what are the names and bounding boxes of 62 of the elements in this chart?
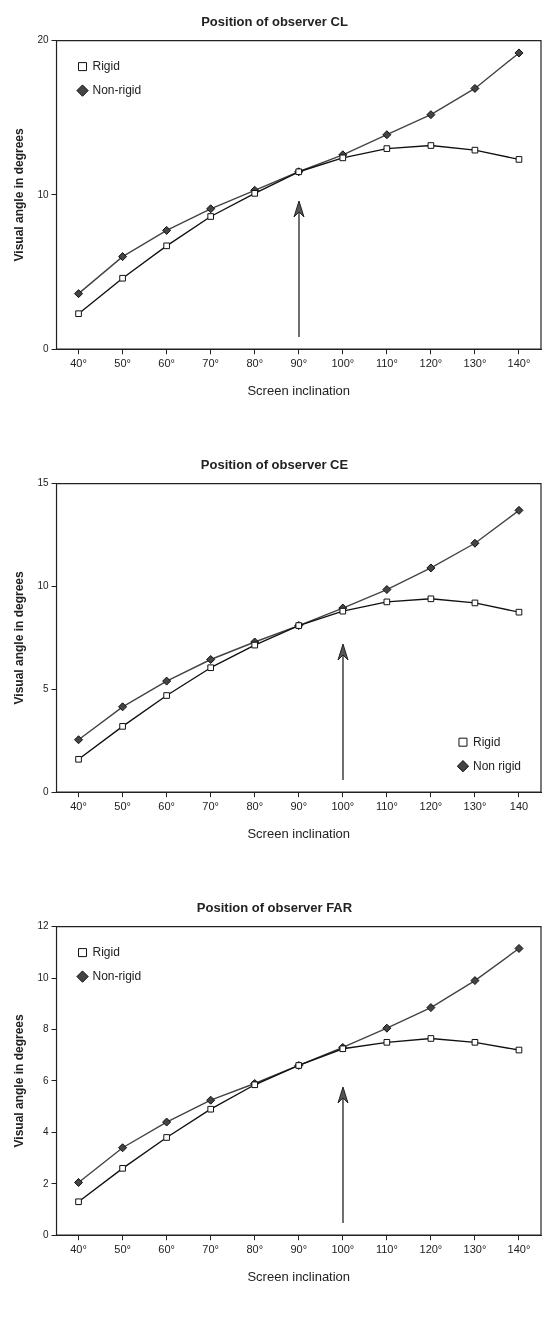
x-tick-label: 50°: [114, 1242, 131, 1255]
x-axis-title: Screen inclination: [247, 382, 351, 398]
x-tick-label: 130°: [463, 356, 487, 369]
x-tick-label: 120°: [419, 1242, 443, 1255]
x-tick-label: 60°: [158, 1242, 175, 1255]
x-tick-label: 130°: [463, 1242, 487, 1255]
x-tick-label: 100°: [331, 356, 355, 369]
y-axis-title: Visual angle in degrees: [11, 127, 26, 262]
chart-title: Position of observer CE: [200, 457, 349, 473]
legend-label: Rigid: [92, 944, 120, 959]
x-tick-label: 60°: [158, 356, 175, 369]
legend-label: Non rigid: [472, 758, 522, 773]
x-tick-label: 100°: [331, 1242, 355, 1255]
x-tick-label: 40°: [70, 356, 87, 369]
x-tick-label: 120°: [419, 799, 443, 812]
chart-title: Position of observer FAR: [196, 900, 353, 916]
x-tick-label: 60°: [158, 799, 175, 812]
y-tick-label: 20: [37, 34, 49, 46]
y-tick-label: 6: [42, 1074, 49, 1086]
legend-label: Non-rigid: [92, 968, 142, 983]
x-tick-label: 80°: [246, 1242, 264, 1255]
legend-label: Rigid: [92, 58, 120, 73]
y-axis-title: Visual angle in degrees: [11, 570, 26, 705]
y-tick-label: 0: [42, 1228, 49, 1240]
x-tick-label: 80°: [246, 356, 264, 369]
legend-label: Non-rigid: [92, 82, 142, 97]
x-tick-label: 90°: [290, 1242, 308, 1255]
x-tick-label: 50°: [114, 356, 131, 369]
x-tick-label: 100°: [331, 799, 355, 812]
y-tick-label: 10: [37, 971, 49, 983]
y-tick-label: 2: [42, 1177, 49, 1189]
x-tick-label: 70°: [202, 799, 219, 812]
x-axis-title: Screen inclination: [247, 825, 351, 841]
x-axis-title: Screen inclination: [247, 1268, 351, 1284]
x-tick-label: 50°: [114, 799, 131, 812]
x-tick-label: 90°: [290, 799, 308, 812]
y-tick-label: 10: [37, 188, 49, 200]
x-tick-label: 40°: [70, 1242, 87, 1255]
x-tick-label: 140: [509, 799, 529, 812]
x-tick-label: 110°: [375, 356, 398, 369]
y-tick-label: 12: [37, 920, 49, 932]
y-tick-label: 15: [37, 477, 49, 489]
x-tick-label: 70°: [202, 356, 219, 369]
y-tick-label: 0: [42, 785, 49, 797]
x-tick-label: 140°: [507, 356, 531, 369]
x-tick-label: 70°: [202, 1242, 219, 1255]
x-tick-label: 110°: [375, 799, 398, 812]
y-tick-label: 8: [42, 1023, 49, 1035]
legend-label: Rigid: [472, 734, 501, 749]
x-tick-label: 130°: [463, 799, 487, 812]
chart-title: Position of observer CL: [201, 14, 348, 30]
x-tick-label: 110°: [375, 1242, 398, 1255]
y-tick-label: 4: [42, 1126, 49, 1138]
y-tick-label: 5: [42, 683, 49, 695]
x-tick-label: 40°: [70, 799, 87, 812]
x-tick-label: 90°: [290, 356, 308, 369]
x-tick-label: 140°: [507, 1242, 531, 1255]
y-axis-title: Visual angle in degrees: [11, 1013, 26, 1148]
y-tick-label: 10: [37, 580, 49, 592]
x-tick-label: 120°: [419, 356, 443, 369]
x-tick-label: 80°: [246, 799, 264, 812]
y-tick-label: 0: [42, 342, 49, 354]
